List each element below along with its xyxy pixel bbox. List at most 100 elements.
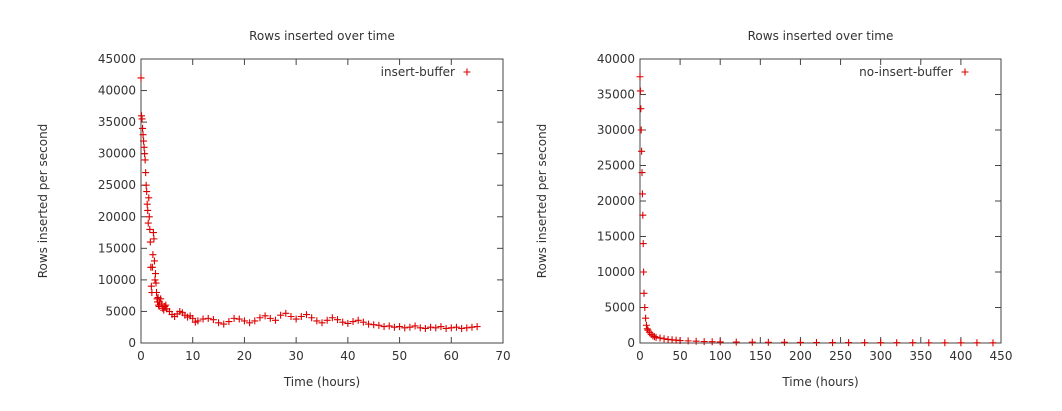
legend-label: insert-buffer: [381, 65, 455, 79]
data-point: [401, 324, 409, 332]
x-axis-label: Time (hours): [781, 375, 858, 389]
data-point: [829, 339, 837, 347]
data-point: [334, 316, 342, 324]
data-point: [144, 219, 152, 227]
data-point: [261, 312, 269, 320]
data-point: [473, 323, 481, 331]
y-tick-label: 20000: [597, 194, 635, 208]
data-point: [235, 315, 243, 323]
data-point: [143, 188, 151, 196]
data-point: [277, 311, 285, 319]
data-point: [141, 150, 149, 158]
plot-frame: [140, 58, 504, 344]
data-point: [142, 169, 150, 177]
data-point: [308, 314, 316, 322]
data-point: [282, 309, 290, 317]
data-point: [640, 289, 648, 297]
x-tick-label: 50: [672, 349, 687, 363]
data-point: [157, 295, 165, 303]
data-point: [339, 318, 347, 326]
data-point: [344, 319, 352, 327]
data-point: [447, 324, 455, 332]
data-point: [684, 337, 692, 345]
x-axis-label: Time (hours): [283, 375, 360, 389]
data-point: [153, 289, 161, 297]
data-point: [639, 240, 647, 248]
data-point: [432, 324, 440, 332]
data-point: [925, 339, 933, 347]
data-point: [359, 318, 367, 326]
data-point: [642, 321, 650, 329]
data-point: [638, 169, 646, 177]
x-tick-label: 20: [237, 349, 252, 363]
data-point: [973, 339, 981, 347]
data-point: [385, 322, 393, 330]
data-point: [764, 338, 772, 346]
data-point: [287, 312, 295, 320]
data-point: [748, 338, 756, 346]
chart-insert-buffer: Rows inserted over time 0 5000 10000 15000 20…: [36, 29, 511, 389]
data-point: [256, 314, 264, 322]
data-point: [639, 211, 647, 219]
y-tick-label: 10000: [98, 273, 136, 287]
x-tick-label: 300: [869, 349, 892, 363]
data-point: [638, 190, 646, 198]
data-point: [861, 339, 869, 347]
data-point: [141, 156, 149, 164]
data-point: [692, 337, 700, 345]
data-point: [641, 304, 649, 311]
data-point: [138, 115, 146, 123]
data-point: [147, 282, 155, 290]
data-point: [636, 87, 644, 95]
data-point: [140, 137, 148, 145]
legend-marker: [961, 68, 969, 76]
data-point: [643, 325, 651, 333]
data-point: [150, 235, 158, 243]
x-tick-label: 250: [829, 349, 852, 363]
data-point: [468, 323, 476, 331]
data-point: [700, 338, 708, 346]
data-point: [732, 338, 740, 346]
data-point: [638, 147, 646, 155]
x-tick-label: 0: [636, 349, 644, 363]
x-tick-label: 10: [185, 349, 200, 363]
data-point: [716, 338, 724, 346]
y-tick-label: 40000: [98, 84, 136, 98]
data-point: [893, 339, 901, 347]
x-tick-label: 100: [709, 349, 732, 363]
data-point: [452, 323, 460, 331]
data-point: [637, 126, 645, 134]
data-point: [323, 316, 331, 324]
data-point: [215, 319, 223, 327]
data-point: [139, 131, 147, 139]
data-point: [411, 322, 419, 330]
data-point: [676, 337, 684, 345]
data-point: [266, 314, 274, 322]
data-point: [796, 338, 804, 346]
x-tick-label: 60: [444, 349, 459, 363]
data-point: [148, 263, 156, 271]
y-tick-label: 25000: [597, 159, 635, 173]
y-tick-label: 5000: [604, 301, 635, 315]
data-point: [313, 317, 321, 325]
data-point: [463, 324, 471, 332]
data-point: [780, 338, 788, 346]
data-point: [421, 324, 429, 332]
data-point: [246, 319, 254, 327]
x-tick-label: 70: [495, 349, 510, 363]
data-point: [318, 319, 326, 327]
data-point: [380, 323, 388, 331]
x-tick-label: 40: [340, 349, 355, 363]
data-point: [146, 238, 154, 246]
data-point: [365, 320, 373, 328]
y-tick-label: 45000: [98, 52, 136, 66]
y-tick-label: 10000: [597, 265, 635, 279]
data-point: [989, 339, 997, 347]
data-point: [396, 323, 404, 331]
data-point: [230, 314, 238, 322]
data-point: [406, 323, 414, 331]
data-point: [143, 200, 151, 208]
data-point: [416, 324, 424, 332]
data-point: [271, 316, 279, 324]
